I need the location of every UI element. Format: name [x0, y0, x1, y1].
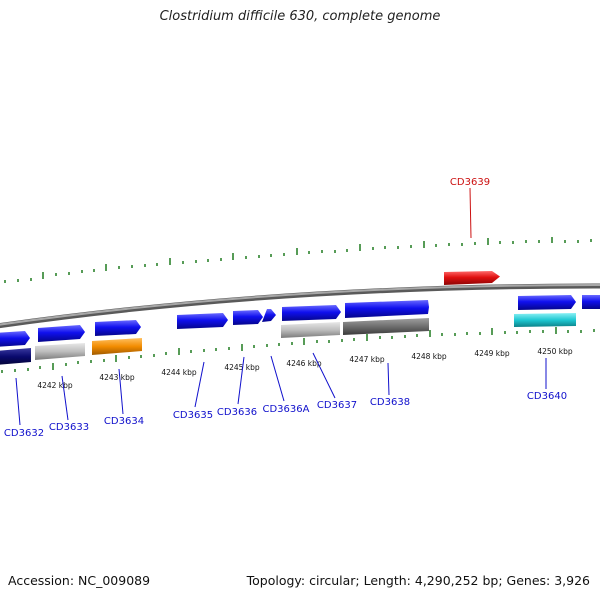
gene-label-cd3640[interactable]: CD3640	[527, 391, 567, 402]
leader-line-cd3633	[61, 375, 69, 421]
tick-label-4242: 4242 kbp	[37, 381, 73, 390]
leader-line-cd3639	[469, 187, 472, 239]
leader-line-cd3634	[118, 368, 124, 415]
leader-line-cd3637	[312, 352, 336, 399]
gene-arrow-cd3632[interactable]	[0, 331, 30, 347]
gene-label-cd3632[interactable]: CD3632	[4, 428, 44, 439]
tick-label-4247: 4247 kbp	[349, 355, 385, 364]
tick-label-4248: 4248 kbp	[411, 352, 447, 361]
leader-line-cd3632	[15, 377, 21, 426]
gene-label-cd3634[interactable]: CD3634	[104, 416, 144, 427]
cds-bar-cd3632[interactable]	[0, 348, 31, 365]
tick-label-4246: 4246 kbp	[286, 359, 322, 368]
gene-arrow-cd3636[interactable]	[233, 310, 263, 325]
gene-label-cd3637[interactable]: CD3637	[317, 400, 357, 411]
gene-arrow-cd3634[interactable]	[95, 320, 141, 336]
tick-label-4249: 4249 kbp	[474, 349, 510, 358]
cds-bar-cd3634[interactable]	[92, 338, 142, 355]
gene-label-cd3638[interactable]: CD3638	[370, 397, 410, 408]
leader-line-cd3636	[237, 356, 245, 405]
gene-arrow-next[interactable]	[582, 295, 600, 309]
gene-arrow-cd3637[interactable]	[282, 305, 341, 321]
cds-bar-cd3637[interactable]	[281, 322, 340, 338]
tick-label-4245: 4245 kbp	[224, 363, 260, 372]
gene-arrow-cd3636a[interactable]	[262, 309, 276, 322]
gene-arrow-cd3635[interactable]	[177, 313, 228, 329]
gene-arrow-cd3639[interactable]	[444, 271, 500, 285]
tick-label-4243: 4243 kbp	[99, 373, 135, 382]
gene-arrow-cd3640[interactable]	[518, 295, 576, 310]
genome-backbone-highlight	[0, 283, 600, 326]
gene-label-cd3636[interactable]: CD3636	[217, 407, 257, 418]
genome-backbone	[0, 283, 600, 329]
gene-label-cd3639[interactable]: CD3639	[450, 177, 490, 188]
cds-bar-cd3638[interactable]	[343, 318, 429, 335]
gene-label-cd3635[interactable]: CD3635	[173, 410, 213, 421]
tick-label-4244: 4244 kbp	[161, 368, 197, 377]
gene-arrow-cd3633[interactable]	[38, 325, 85, 342]
leader-line-cd3636a	[270, 355, 285, 402]
inner-tick-scale	[1, 327, 595, 373]
outer-tick-scale	[4, 237, 592, 283]
map-title: Clostridium difficile 630, complete geno…	[159, 9, 441, 24]
forward-genes	[0, 295, 600, 347]
leader-line-cd3635	[194, 361, 205, 408]
gene-label-cd3633[interactable]: CD3633	[49, 422, 89, 433]
cds-features	[0, 313, 576, 365]
tick-label-4250: 4250 kbp	[537, 347, 573, 356]
gene-label-cd3636a[interactable]: CD3636A	[263, 404, 310, 415]
cds-bar-cd3633[interactable]	[35, 343, 85, 360]
leader-line-cd3638	[387, 362, 390, 396]
accession-text: Accession: NC_009089	[8, 573, 151, 588]
cds-bar-cd3640[interactable]	[514, 313, 576, 327]
genome-summary-text: Topology: circular; Length: 4,290,252 bp…	[246, 573, 590, 588]
gene-arrow-cd3638[interactable]	[345, 300, 429, 318]
gene-leader-lines	[15, 352, 547, 426]
